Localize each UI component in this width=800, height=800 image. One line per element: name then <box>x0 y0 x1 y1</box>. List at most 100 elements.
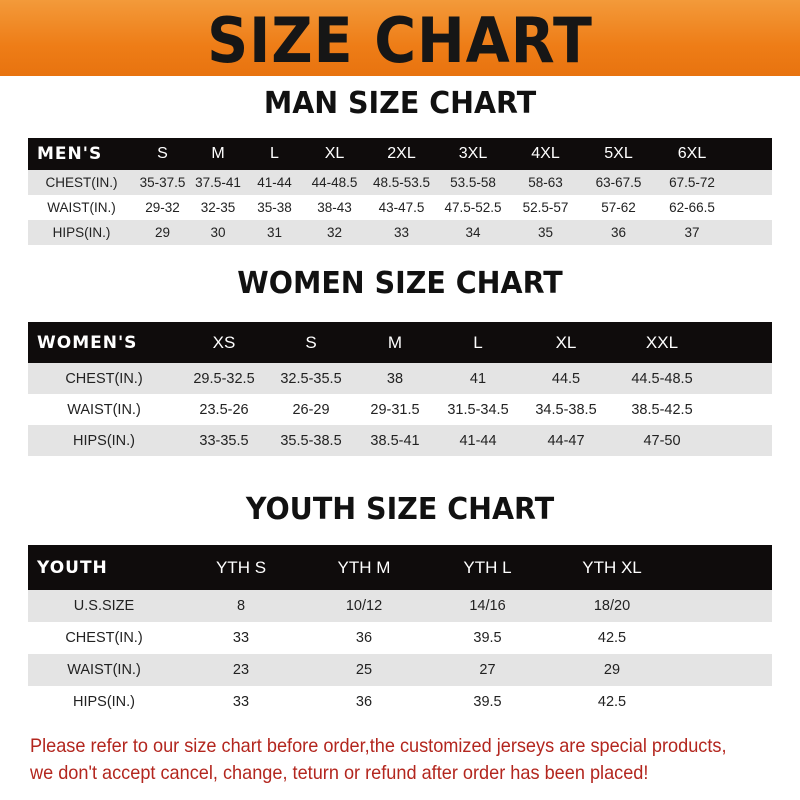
table-row: CHEST(IN.) 29.5-32.5 32.5-35.5 38 41 44.5 44.5… <box>28 363 772 394</box>
measurement-cell: 32-35 <box>200 200 236 215</box>
size-header-cell: YTH M <box>337 557 391 577</box>
measurement-cell: 32 <box>326 225 343 240</box>
measurement-cell: 37 <box>684 225 700 240</box>
measurement-cell: 41 <box>469 370 487 387</box>
women-size-table: WOMEN'S XS S M L XL XXL CHEST(IN.) 29.5-32.5 32.5… <box>28 322 772 456</box>
measurement-cell: 36 <box>610 225 627 240</box>
size-header-cell: YTH L <box>463 557 512 577</box>
size-header-cell: XXL <box>645 332 679 352</box>
size-header-cell: M <box>211 145 225 162</box>
measurement-cell: 42.5 <box>597 694 627 710</box>
table-header-label: YOUTH <box>37 557 108 578</box>
measurement-cell: 63-67.5 <box>595 175 642 190</box>
measurement-label: CHEST(IN.) <box>45 175 118 190</box>
banner-title: SIZE CHART <box>207 4 593 77</box>
measurement-cell: 44.5-48.5 <box>631 370 693 387</box>
size-header-cell: L <box>270 145 279 162</box>
measurement-cell: 47-50 <box>643 432 681 449</box>
measurement-cell: 42.5 <box>597 630 627 646</box>
measurement-cell: 44-48.5 <box>311 175 358 190</box>
measurement-cell: 29.5-32.5 <box>193 370 255 387</box>
men-section-title: MAN SIZE CHART <box>263 86 537 121</box>
measurement-cell: 33-35.5 <box>199 432 249 449</box>
table-row: U.S.SIZE 8 10/12 14/16 18/20 <box>28 590 772 622</box>
measurement-label: WAIST(IN.) <box>67 662 141 678</box>
measurement-label: CHEST(IN.) <box>65 370 143 387</box>
measurement-cell: 25 <box>355 662 373 678</box>
measurement-cell: 38.5-42.5 <box>631 401 693 418</box>
measurement-cell: 34.5-38.5 <box>535 401 597 418</box>
measurement-label: HIPS(IN.) <box>52 225 111 240</box>
measurement-cell: 41-44 <box>257 175 292 190</box>
table-header-label: MEN'S <box>37 144 103 164</box>
measurement-cell: 26-29 <box>292 401 330 418</box>
measurement-cell: 10/12 <box>345 598 383 614</box>
measurement-cell: 29 <box>603 662 621 678</box>
measurement-cell: 33 <box>393 225 410 240</box>
size-header-cell: L <box>473 332 483 352</box>
banner: SIZE CHART <box>0 0 800 77</box>
size-header-cell: 4XL <box>531 145 560 162</box>
measurement-label: CHEST(IN.) <box>65 630 143 646</box>
table-row: CHEST(IN.) 35-37.5 37.5-41 41-44 44-48.5 48.5… <box>28 170 772 195</box>
measurement-cell: 47.5-52.5 <box>444 200 502 215</box>
table-row: HIPS(IN.) 33-35.5 35.5-38.5 38.5-41 41-44 44-… <box>28 425 772 456</box>
measurement-cell: 32.5-35.5 <box>280 370 342 387</box>
measurement-cell: 41-44 <box>459 432 497 449</box>
table-row: WAIST(IN.) 23.5-26 26-29 29-31.5 31.5-34.5 34… <box>28 394 772 425</box>
size-header-cell: 2XL <box>387 145 416 162</box>
measurement-cell: 38-43 <box>317 200 352 215</box>
order-notice-line-2: we don't accept cancel, change, teturn o… <box>30 762 649 784</box>
table-header-row: MEN'S S M L XL 2XL 3XL 4XL 5XL 6XL <box>28 138 772 170</box>
measurement-cell: 30 <box>210 225 226 240</box>
measurement-cell: 33 <box>232 694 250 710</box>
women-section-title: WOMEN SIZE CHART <box>237 266 563 301</box>
size-header-cell: XS <box>212 332 236 352</box>
measurement-cell: 44.5 <box>551 370 581 387</box>
measurement-cell: 23 <box>232 662 250 678</box>
measurement-cell: 35.5-38.5 <box>280 432 342 449</box>
measurement-label: U.S.SIZE <box>73 598 135 614</box>
measurement-cell: 35-37.5 <box>139 175 186 190</box>
measurement-cell: 14/16 <box>469 598 506 614</box>
size-header-cell: 5XL <box>604 145 633 162</box>
measurement-cell: 35 <box>537 225 554 240</box>
measurement-cell: 8 <box>236 598 246 614</box>
size-header-cell: S <box>305 332 317 352</box>
youth-size-table: YOUTH YTH S YTH M YTH L YTH XL U.S.SIZE 8 10/12… <box>28 545 772 718</box>
measurement-cell: 18/20 <box>593 598 631 614</box>
measurement-cell: 67.5-72 <box>669 175 715 190</box>
youth-section-title: YOUTH SIZE CHART <box>245 492 555 527</box>
measurement-cell: 23.5-26 <box>199 401 249 418</box>
measurement-cell: 27 <box>479 662 496 678</box>
measurement-cell: 29 <box>154 225 171 240</box>
table-header-row: YOUTH YTH S YTH M YTH L YTH XL <box>28 545 772 590</box>
measurement-label: HIPS(IN.) <box>72 432 136 449</box>
size-header-cell: XL <box>324 145 345 162</box>
size-header-cell: M <box>387 332 403 352</box>
measurement-cell: 31.5-34.5 <box>447 401 509 418</box>
order-notice: Please refer to our size chart before or… <box>30 733 737 787</box>
measurement-cell: 36 <box>355 694 373 710</box>
measurement-cell: 53.5-58 <box>450 175 496 190</box>
measurement-label: HIPS(IN.) <box>72 694 136 710</box>
size-header-cell: YTH S <box>215 557 267 577</box>
measurement-cell: 35-38 <box>257 200 292 215</box>
measurement-cell: 39.5 <box>473 630 502 646</box>
table-row: HIPS(IN.) 29 30 31 32 33 34 35 36 37 <box>28 220 772 245</box>
measurement-cell: 38.5-41 <box>370 432 420 449</box>
size-header-cell: S <box>157 145 168 162</box>
table-header-label: WOMEN'S <box>37 332 138 353</box>
measurement-cell: 33 <box>232 630 250 646</box>
table-row: HIPS(IN.) 33 36 39.5 42.5 <box>28 686 772 718</box>
measurement-cell: 44-47 <box>547 432 585 449</box>
size-header-cell: YTH XL <box>582 557 642 577</box>
order-notice-line-1: Please refer to our size chart before or… <box>30 735 727 757</box>
measurement-label: WAIST(IN.) <box>67 401 141 418</box>
measurement-cell: 39.5 <box>473 694 502 710</box>
measurement-cell: 37.5-41 <box>195 175 241 190</box>
table-row: CHEST(IN.) 33 36 39.5 42.5 <box>28 622 772 654</box>
men-size-table: MEN'S S M L XL 2XL 3XL 4XL 5XL 6XL CHEST(IN.) 35-37… <box>28 138 772 245</box>
measurement-cell: 38 <box>386 370 404 387</box>
